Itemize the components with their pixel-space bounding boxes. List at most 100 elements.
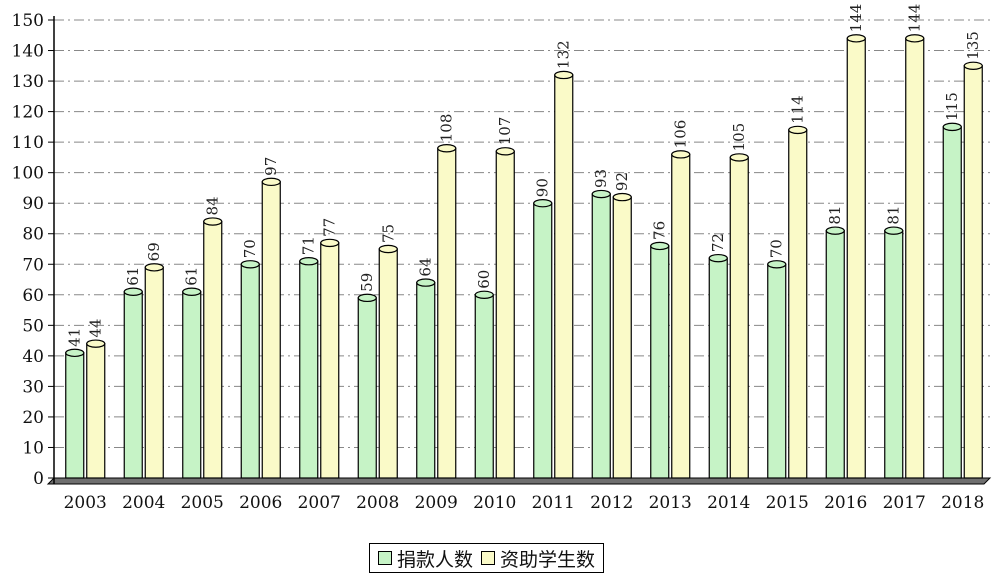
data-label: 70 [768,239,786,258]
x-tick-label: 2008 [356,493,399,513]
x-tick-label: 2017 [883,493,926,513]
bar [378,248,398,479]
x-tick-label: 2011 [532,493,575,513]
bar-cap [846,34,866,43]
bar [203,220,223,479]
bar-cap [825,226,845,235]
bar-cap [299,257,319,266]
x-tick-label: 2007 [298,493,341,513]
bar-cap [671,150,691,159]
data-labels: 41 44616961847097717759756410860107901329… [66,4,983,347]
bar [650,245,670,479]
bar-chart: 41 44616961847097717759756410860107901329… [12,4,992,513]
bar-cap [474,290,494,299]
x-tick-label: 2013 [649,493,692,513]
y-tick-label: 60 [22,286,44,306]
bar [671,153,691,479]
x-tick-label: 2010 [473,493,516,513]
bars [65,34,983,479]
bar-cap [182,287,202,296]
x-tick-label: 2012 [590,493,633,513]
data-label: 59 [358,273,376,292]
bar-cap [767,260,787,269]
data-label: 69 [145,242,163,261]
data-label: 107 [496,117,514,146]
bar [708,257,728,479]
bar-cap [378,244,398,254]
bar-cap [884,226,904,235]
bar [942,126,962,479]
y-tick-label: 150 [12,11,44,31]
bar-cap [240,260,260,269]
data-label: 105 [730,123,748,152]
bar [554,74,574,479]
bar-cap [591,189,611,199]
floor-band [46,477,992,485]
bar [416,281,436,479]
bar-cap [708,253,728,263]
data-label: 108 [438,114,456,143]
y-tick-label: 110 [12,133,44,153]
legend-label: 捐款人数 [397,548,474,571]
bar-cap [612,192,632,202]
y-tick-label: 0 [33,469,44,489]
y-tick-label: 40 [22,347,44,367]
x-tick-label: 2016 [824,493,867,513]
x-tick-label: 2014 [707,493,750,513]
bar-cap [437,144,457,153]
data-label: 93 [592,169,610,188]
data-label: 135 [964,31,982,60]
bar-cap [123,287,143,296]
bar [788,129,808,479]
y-tick-label: 50 [22,316,44,336]
y-tick-label: 70 [22,255,44,275]
bar [123,291,143,479]
bar-cap [942,122,962,132]
data-label: 60 [475,270,493,289]
data-label: 71 [300,236,318,255]
legend-item-series-1: 捐款人数 [378,545,473,572]
bar [963,65,983,479]
bar [86,343,106,479]
bar [729,156,749,479]
bar [182,291,202,479]
bar [612,196,632,479]
y-tick-label: 20 [22,408,44,428]
data-label: 76 [651,221,669,240]
x-tick-label: 2003 [64,493,107,513]
bar [533,202,553,479]
bar [884,230,904,479]
bar [495,150,515,479]
bar-cap [416,278,436,287]
x-tick-label: 2005 [181,493,224,513]
data-label: 84 [204,196,222,215]
x-tick-label: 2004 [122,493,165,513]
bar-cap [905,34,925,43]
data-label: 44 [87,319,105,338]
bar-cap [495,147,515,156]
bar [474,294,494,479]
bar [825,230,845,479]
bar [846,37,866,479]
bar [144,266,164,479]
data-label: 75 [379,224,397,243]
x-tick-label: 2015 [766,493,809,513]
bar [65,352,85,479]
data-label: 115 [943,92,961,121]
legend-item-series-2: 资助学生数 [481,545,595,572]
x-tick-label: 2009 [415,493,458,513]
bar-cap [320,238,340,248]
bar-cap [554,70,574,80]
y-tick-label: 130 [12,72,44,92]
y-tick-label: 30 [22,377,44,397]
bar [437,147,457,479]
legend: 捐款人数 资助学生数 [369,543,605,573]
bar-cap [65,348,85,358]
bar [299,260,319,479]
chart-floor [46,477,992,485]
data-label: 72 [709,233,727,252]
bar [320,242,340,479]
data-label: 70 [241,239,259,258]
data-label: 61 [124,267,142,286]
y-tick-label: 80 [22,225,44,245]
